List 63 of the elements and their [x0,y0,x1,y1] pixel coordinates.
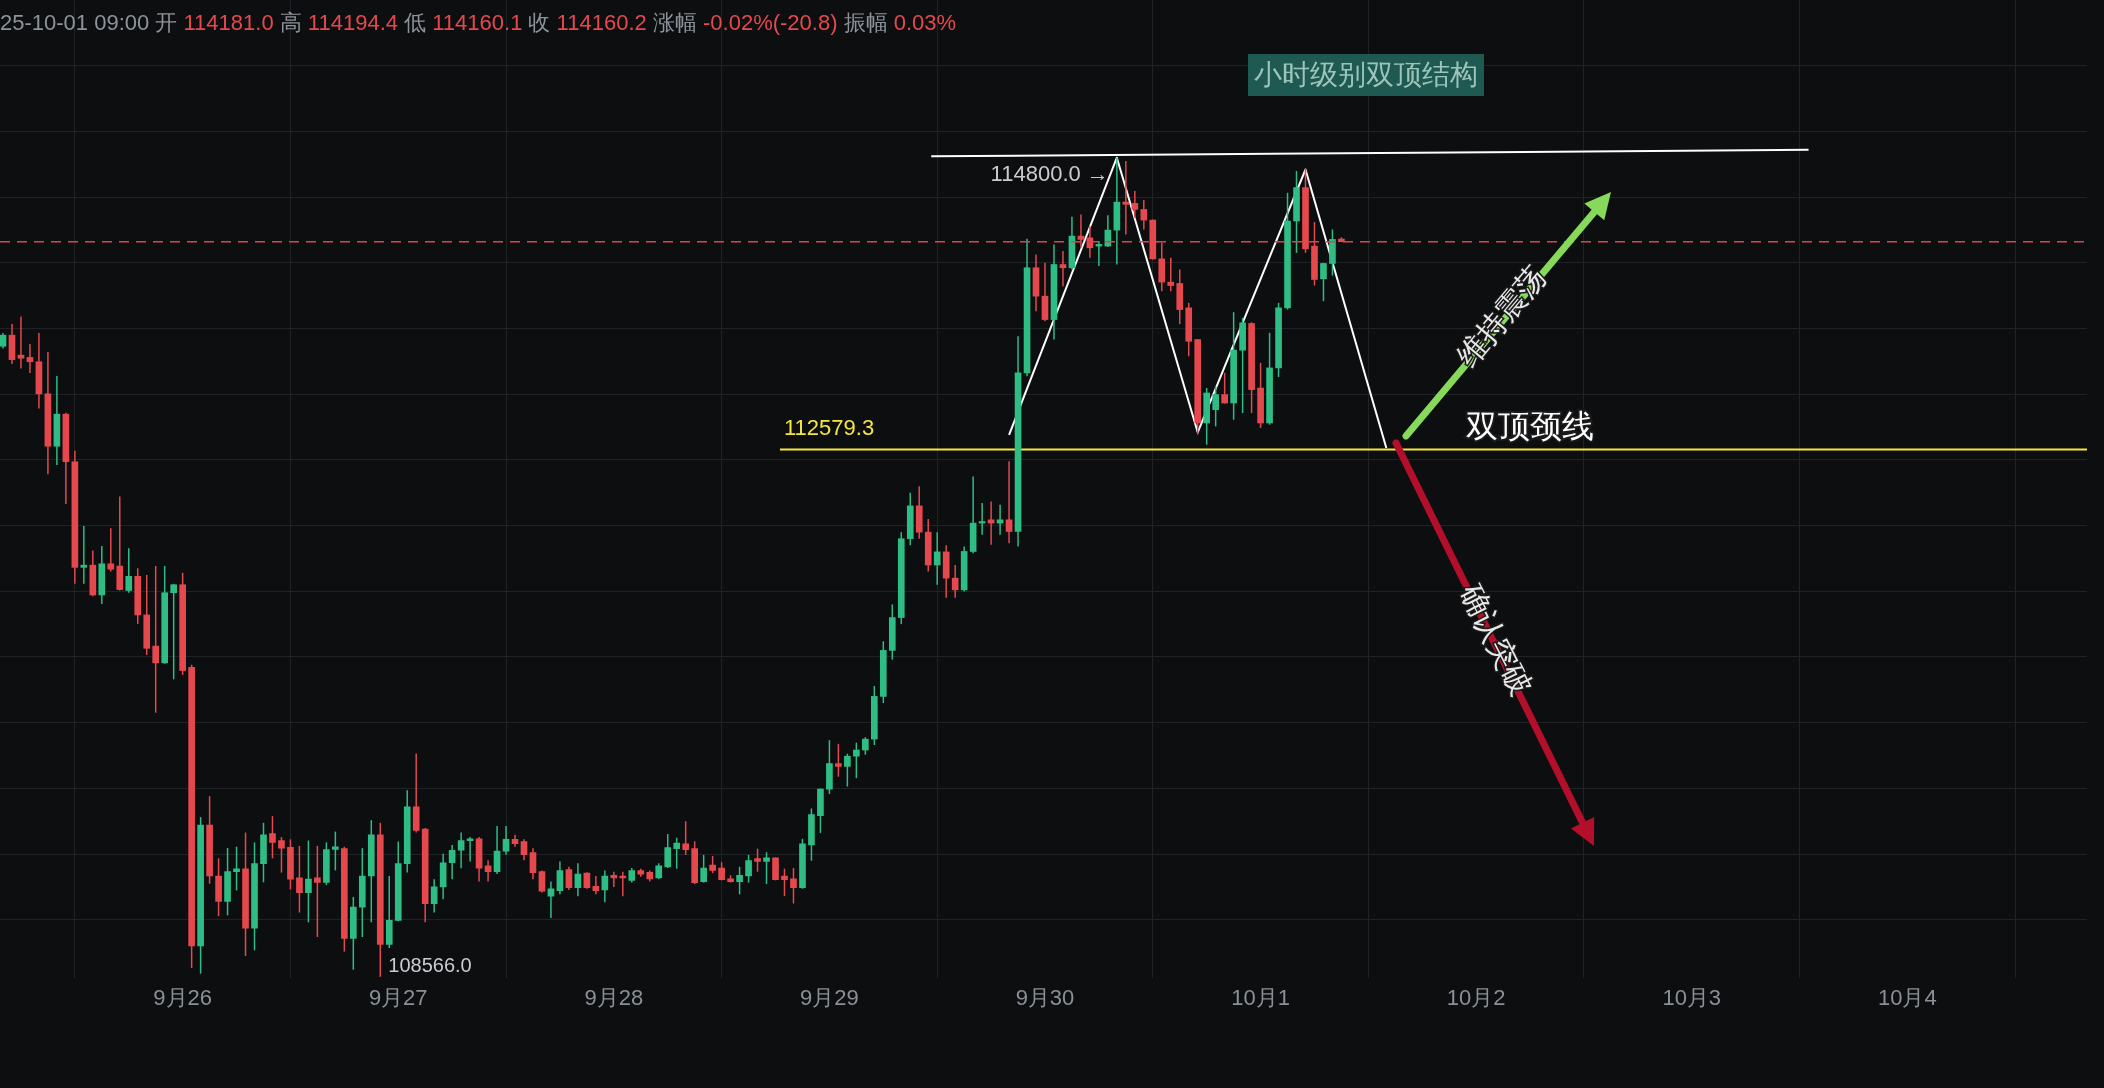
candlestick [1212,385,1219,428]
annotation: 确认突破 [1453,577,1539,701]
candlestick [341,845,348,953]
candlestick [817,787,824,834]
candlestick [853,741,860,779]
candlestick [269,815,276,860]
candlestick [1293,170,1300,254]
candlestick [879,640,887,704]
annotation: 112579.3 [784,414,875,440]
text: 小时级别双顶结构 [1248,54,1484,96]
x-tick-label: 9月28 [584,984,644,1010]
candlestick [1185,302,1193,357]
candlestick [179,572,186,676]
candlestick [754,847,761,873]
candlestick [1320,262,1327,302]
annotation: 114800.0 → [990,160,1109,186]
candlestick [197,816,204,975]
candlestick [1248,321,1255,414]
candlestick [367,819,375,924]
candlestick [349,896,357,971]
x-tick-label: 9月27 [368,984,428,1010]
candlestick [835,743,842,778]
candlestick [808,807,815,862]
candlestick [170,583,177,681]
candlestick [376,822,384,978]
candlestick [1239,317,1246,414]
candlestick [1176,268,1184,325]
candlestick [664,833,672,869]
candlestick [888,603,896,661]
candlestick [278,836,285,874]
x-tick-label: 9月29 [800,984,859,1010]
annotation: 维持震荡 [1449,259,1553,373]
candlestick [897,531,905,625]
candlestick [1221,372,1228,405]
candlestick [251,841,258,952]
candlestick [772,857,779,882]
candlestick [215,857,222,917]
candlestick [323,841,330,886]
x-tick-label: 9月30 [1015,984,1075,1010]
candlestick [332,830,339,872]
candlestick [385,875,393,949]
annotation: 双顶颈线 [1466,408,1595,445]
x-tick-label: 10月2 [1446,984,1506,1010]
candlestick [1194,338,1202,436]
candlestick [188,663,195,969]
candlestick [826,739,833,795]
candlestick [143,574,151,656]
candlestick [763,851,770,885]
candlestick [224,847,231,917]
candlestick [844,752,851,788]
x-tick-label: 9月26 [153,984,213,1010]
candlestick [260,822,267,884]
candlestick [745,854,752,884]
candlestick [691,840,698,885]
candlestick [358,847,366,938]
annotation: 108566.0 [388,954,472,977]
x-tick-label: 10月3 [1662,984,1722,1010]
candlestick [287,838,294,891]
candlestick [161,565,169,665]
x-tick-label: 10月4 [1877,984,1937,1010]
x-tick-label: 10月1 [1231,984,1290,1010]
text: 25-10-01 09:00 开 114181.0 高 114194.4 低 114160.1 收 114160.2 涨幅 -0.02%(-20.8) 振幅 0.03% [0,10,957,35]
candlestick [736,866,743,896]
